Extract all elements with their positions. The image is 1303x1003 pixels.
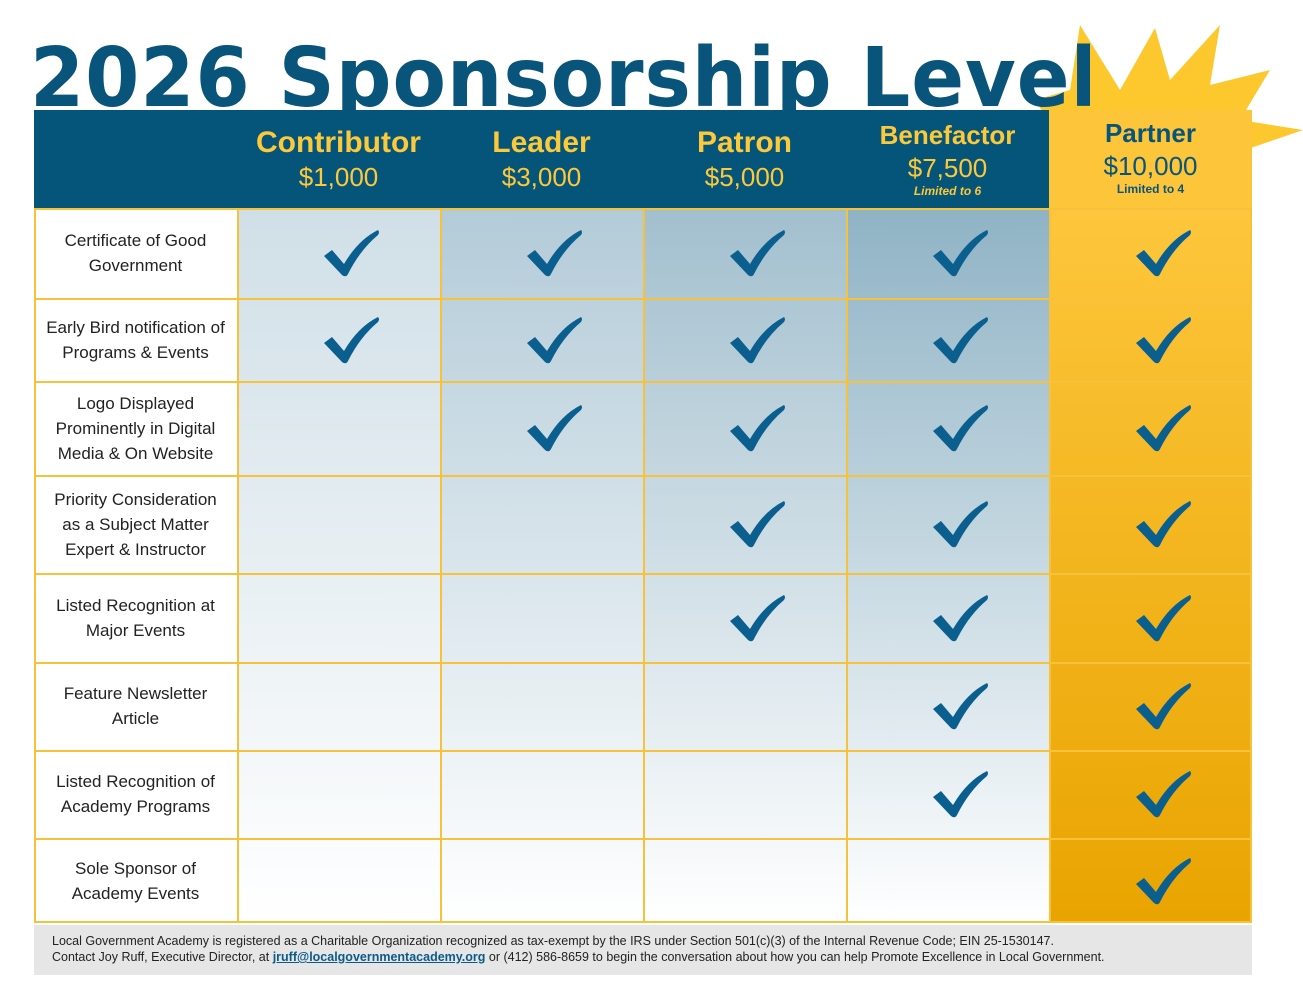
level-price: $7,500	[907, 153, 988, 183]
benefit-label: Listed Recognition at Major Events	[56, 595, 215, 640]
checkmark-icon	[931, 315, 991, 365]
column-bg	[440, 208, 643, 923]
checkmark-icon	[1134, 856, 1194, 906]
column-bg	[237, 208, 440, 923]
checkmark-icon	[931, 499, 991, 549]
footer-line-1: Local Government Academy is registered a…	[52, 934, 1054, 948]
benefit-label: Certificate of Good Government	[64, 231, 207, 275]
partner-header	[1049, 110, 1252, 208]
checkmark-icon	[1134, 681, 1194, 731]
level-price: $5,000	[704, 162, 785, 192]
level-price: $10,000	[1103, 151, 1198, 181]
checkmark-icon	[1134, 403, 1194, 453]
page-title: 2026 Sponsorship Levels	[30, 31, 1090, 113]
benefits-table: Certificate of Good Government Early Bird…	[34, 208, 1252, 923]
email-link[interactable]: jruff@localgovernmentacademy.org	[272, 950, 486, 964]
level-name: Contributor	[256, 126, 421, 159]
label-column-bg	[34, 208, 237, 923]
checkmark-icon	[931, 593, 991, 643]
level-benefactor: Benefactor $7,500 Limited to 6	[846, 110, 1049, 208]
checkmark-icon	[728, 593, 788, 643]
column-divider	[440, 208, 442, 923]
checkmark-icon	[525, 403, 585, 453]
column-divider	[34, 208, 36, 923]
column-divider	[643, 208, 645, 923]
level-contributor: Contributor $1,000	[237, 110, 440, 208]
footer-line-2: Contact Joy Ruff, Executive Director, at…	[52, 949, 1234, 965]
column-divider	[1250, 208, 1252, 923]
column-divider	[237, 208, 239, 923]
level-price: $1,000	[298, 162, 379, 192]
checkmark-icon	[525, 228, 585, 278]
benefit-label: Early Bird notification of Programs & Ev…	[46, 317, 225, 362]
benefit-label: Logo Displayed Prominently in Digital Me…	[55, 393, 216, 463]
checkmark-icon	[1134, 315, 1194, 365]
title-container: 2026 Sponsorship Levels	[30, 30, 1090, 113]
footer-contact-rest: or (412) 586-8659 to begin the conversat…	[485, 950, 1105, 964]
checkmark-icon	[931, 228, 991, 278]
checkmark-icon	[1134, 228, 1194, 278]
level-leader: Leader $3,000	[440, 110, 643, 208]
level-name: Patron	[696, 126, 792, 159]
checkmark-icon	[1134, 769, 1194, 819]
checkmark-icon	[931, 681, 991, 731]
levels-header	[34, 110, 1049, 208]
checkmark-icon	[525, 315, 585, 365]
footer: Local Government Academy is registered a…	[34, 925, 1252, 975]
checkmark-icon	[931, 769, 991, 819]
checkmark-icon	[728, 403, 788, 453]
checkmark-icon	[728, 228, 788, 278]
column-divider	[1049, 208, 1051, 923]
checkmark-icon	[322, 315, 382, 365]
level-limit: Limited to 4	[1116, 182, 1185, 196]
column-bg	[643, 208, 846, 923]
checkmark-icon	[728, 315, 788, 365]
checkmark-icon	[1134, 499, 1194, 549]
benefit-label: Feature Newsletter Article	[63, 684, 208, 728]
checkmark-icon	[931, 403, 991, 453]
benefit-label: Priority Consideration as a Subject Matt…	[54, 489, 217, 559]
level-price: $3,000	[501, 162, 582, 192]
level-name: Leader	[492, 126, 591, 159]
level-patron: Patron $5,000	[643, 110, 846, 208]
checkmark-icon	[322, 228, 382, 278]
benefit-label: Sole Sponsor of Academy Events	[71, 858, 200, 903]
level-limit: Limited to 6	[913, 184, 982, 198]
level-name: Partner	[1104, 118, 1197, 148]
level-name: Benefactor	[879, 120, 1016, 150]
footer-contact-text: Contact Joy Ruff, Executive Director, at	[52, 950, 273, 964]
benefit-label: Listed Recognition of Academy Programs	[56, 772, 215, 816]
column-divider	[846, 208, 848, 923]
level-partner: Partner $10,000 Limited to 4	[1049, 110, 1252, 208]
checkmark-icon	[1134, 593, 1194, 643]
checkmark-icon	[728, 499, 788, 549]
